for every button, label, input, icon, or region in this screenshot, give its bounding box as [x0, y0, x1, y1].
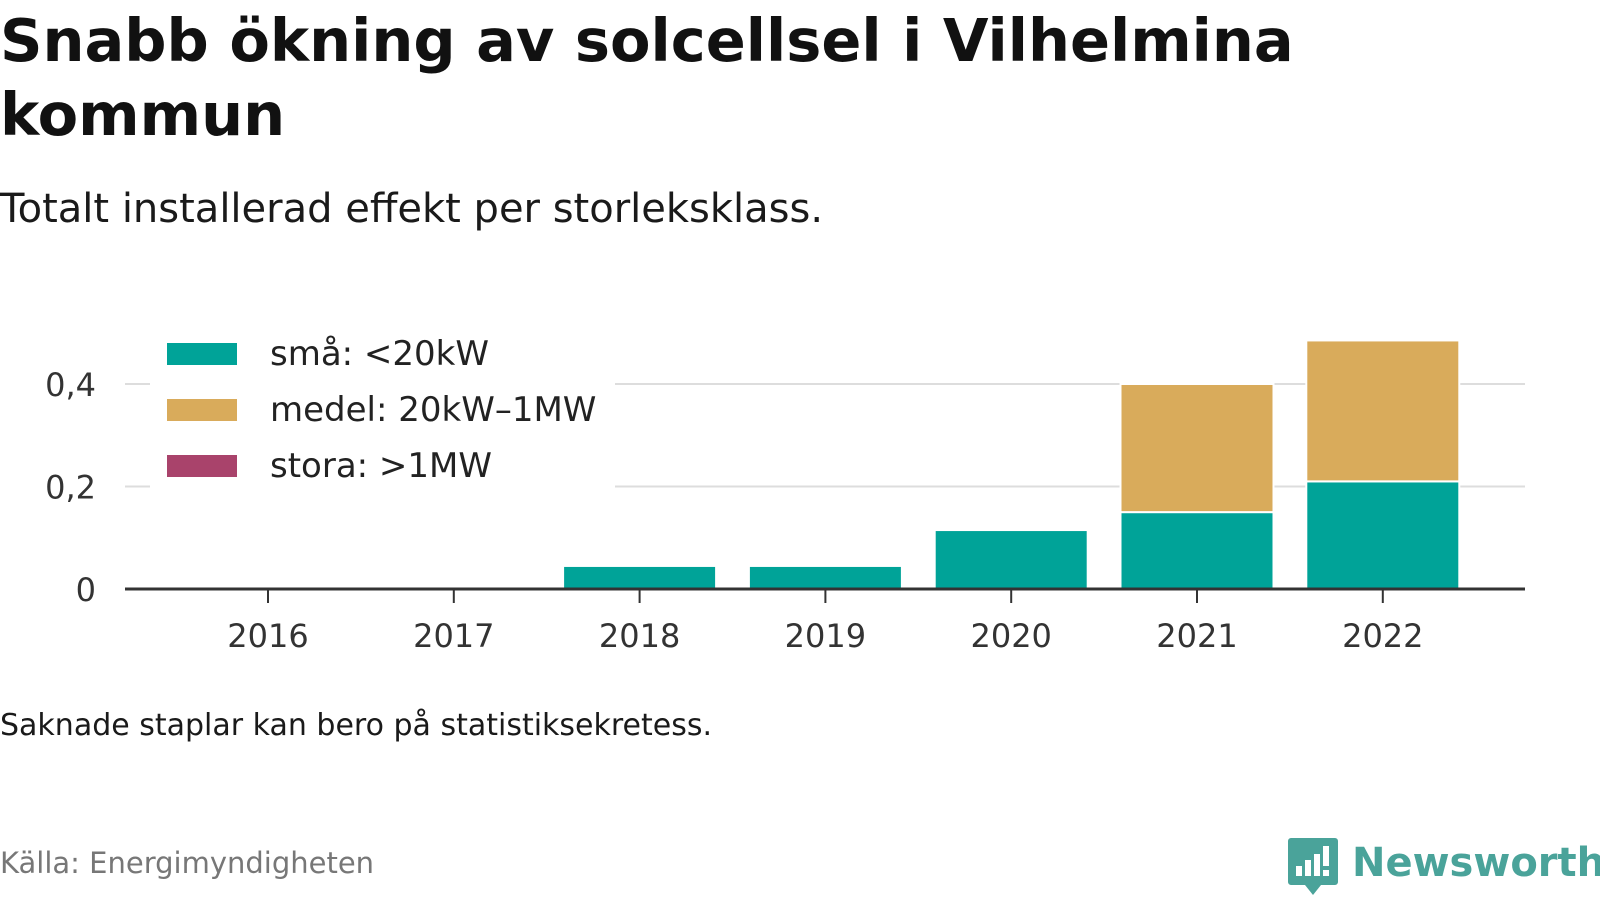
- x-tick-label: 2021: [1156, 617, 1237, 655]
- bars-layer: [562, 339, 1461, 590]
- legend: små: <20kW medel: 20kW–1MW stora: >1MW: [150, 322, 615, 490]
- axis-layer: 0 0,2 0,4 2016 2017 2018 2019 2020 2021 2022: [45, 366, 1525, 655]
- legend-label: medel: 20kW–1MW: [270, 390, 596, 430]
- newsworthy-logo-icon: [1288, 838, 1338, 895]
- x-tick-label: 2017: [413, 617, 494, 655]
- legend-label: stora: >1MW: [270, 446, 492, 486]
- legend-swatch: [167, 455, 237, 477]
- source-credit: Källa: Energimyndigheten: [0, 846, 375, 880]
- legend-label: små: <20kW: [270, 334, 489, 374]
- y-tick-label: 0,4: [45, 366, 96, 404]
- chart-subtitle: Totalt installerad effekt per storlekskl…: [0, 186, 824, 232]
- brand-name: Newsworthy: [1352, 840, 1600, 886]
- brand-logo[interactable]: Newsworthy: [1288, 838, 1600, 902]
- stacked-bar-chart: 0 0,2 0,4 2016 2017 2018 2019 2020 2021 2022 små:…: [45, 322, 1525, 655]
- bar-segment: [1119, 383, 1275, 514]
- x-tick-label: 2019: [785, 617, 866, 655]
- y-tick-label: 0: [76, 571, 96, 609]
- y-tick-label: 0,2: [45, 469, 96, 507]
- bar-segment: [562, 564, 718, 590]
- legend-swatch: [167, 399, 237, 421]
- legend-swatch: [167, 343, 237, 365]
- x-tick-label: 2022: [1342, 617, 1423, 655]
- x-tick-label: 2018: [599, 617, 680, 655]
- bar-segment: [1305, 480, 1461, 590]
- bar-segment: [747, 564, 903, 590]
- bar-segment: [1305, 339, 1461, 483]
- chart-title: Snabb ökning av solcellsel i Vilhelmina …: [0, 6, 1294, 149]
- bar-segment: [1119, 511, 1275, 590]
- bar-segment: [933, 529, 1089, 590]
- x-tick-label: 2016: [227, 617, 308, 655]
- footnote: Saknade staplar kan bero på statistiksek…: [0, 708, 713, 743]
- x-tick-label: 2020: [970, 617, 1051, 655]
